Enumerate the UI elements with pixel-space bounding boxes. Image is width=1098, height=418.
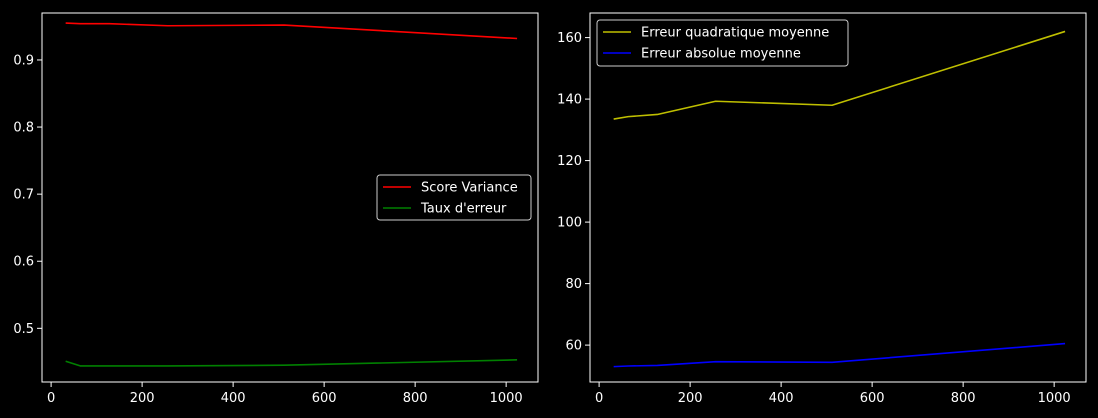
x-tick-label: 600 bbox=[312, 391, 337, 406]
chart-panel-1: 0 200 400 600 800 1000 0.5 0.6 0.7 0.8 0.9 Score Va… bbox=[13, 12, 539, 406]
y-tick-label: 0.9 bbox=[13, 53, 34, 68]
legend-label: Score Variance bbox=[421, 181, 518, 196]
x-tick-label: 400 bbox=[769, 391, 794, 406]
x-tick-label: 0 bbox=[595, 391, 603, 406]
y-tick-label: 60 bbox=[565, 339, 582, 354]
y-tick-label: 0.8 bbox=[13, 121, 34, 136]
y-tick-label: 0.5 bbox=[13, 322, 34, 337]
x-tick-label: 1000 bbox=[1038, 391, 1071, 406]
x-tick-label: 400 bbox=[221, 391, 246, 406]
x-tick-label: 800 bbox=[951, 391, 976, 406]
series-line-1-2 bbox=[65, 359, 518, 367]
x-tick-label: 1000 bbox=[490, 391, 523, 406]
chart-panel-2: 0 200 400 600 800 1000 60 80 100 120 140 160 Erreur … bbox=[557, 12, 1087, 406]
x-tick-label: 600 bbox=[860, 391, 885, 406]
legend-box bbox=[596, 19, 849, 67]
x-tick-label: 0 bbox=[47, 391, 55, 406]
y-tick-label: 160 bbox=[557, 31, 582, 46]
legend: Erreur quadratique moyenne Erreur absolue… bbox=[596, 19, 849, 67]
y-tick-label: 80 bbox=[565, 277, 582, 292]
x-tick-label: 800 bbox=[403, 391, 428, 406]
y-tick-label: 100 bbox=[557, 216, 582, 231]
legend-box bbox=[376, 174, 532, 221]
x-tick-label: 200 bbox=[130, 391, 155, 406]
series-line-2-1 bbox=[613, 30, 1066, 120]
y-tick-label: 120 bbox=[557, 154, 582, 169]
legend-label: Erreur absolue moyenne bbox=[641, 47, 801, 62]
x-tick-label: 200 bbox=[678, 391, 703, 406]
series-line-1-1 bbox=[65, 22, 518, 40]
y-tick-label: 0.7 bbox=[13, 188, 34, 203]
legend-label: Erreur quadratique moyenne bbox=[641, 26, 829, 41]
y-tick-label: 0.6 bbox=[13, 255, 34, 270]
y-tick-label: 140 bbox=[557, 93, 582, 108]
legend: Score Variance Taux d'erreur bbox=[376, 174, 532, 221]
axes-frame bbox=[589, 12, 1087, 383]
series-line-2-2 bbox=[613, 342, 1066, 368]
legend-label: Taux d'erreur bbox=[420, 202, 507, 217]
